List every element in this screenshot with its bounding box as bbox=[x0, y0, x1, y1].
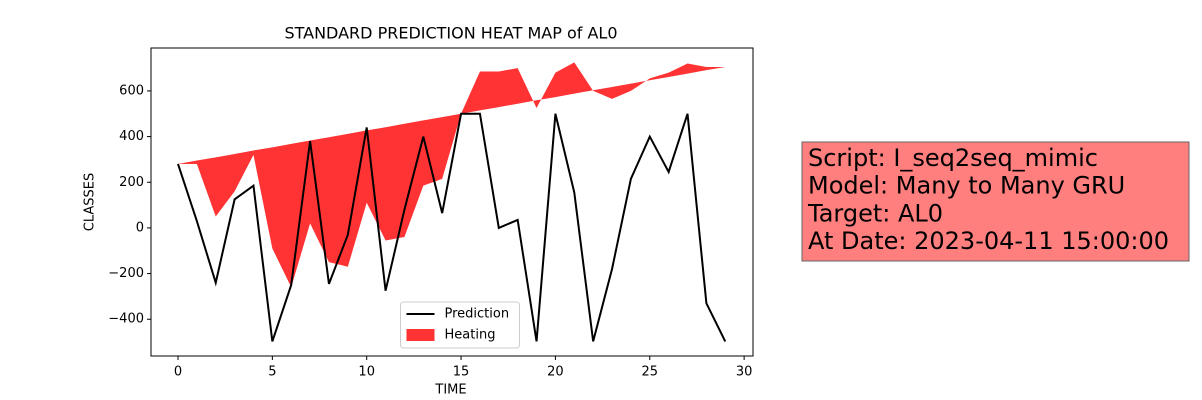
y-tick-label: −400 bbox=[108, 312, 144, 327]
y-tick-label: 200 bbox=[119, 175, 144, 190]
y-axis-label: CLASSES bbox=[83, 173, 98, 231]
heating-area bbox=[177, 62, 726, 288]
prediction-line bbox=[177, 112, 727, 342]
y-tick-label: 0 bbox=[136, 220, 144, 235]
x-tick-label: 30 bbox=[736, 365, 753, 380]
annotation-text: Script: I_seq2seq_mimic bbox=[808, 144, 1098, 172]
y-tick-label: −200 bbox=[108, 266, 144, 281]
plot-frame bbox=[150, 47, 754, 357]
annotation-text: Target: AL0 bbox=[807, 199, 943, 227]
annotation-box bbox=[801, 141, 1190, 262]
x-axis-label: TIME bbox=[434, 383, 466, 398]
annotation-text: At Date: 2023-04-11 15:00:00 bbox=[808, 227, 1169, 255]
legend-swatch bbox=[406, 329, 435, 341]
x-tick-label: 5 bbox=[268, 365, 276, 380]
x-tick-label: 15 bbox=[453, 365, 470, 380]
x-tick-label: 10 bbox=[358, 365, 375, 380]
y-tick-label: 400 bbox=[119, 129, 144, 144]
x-tick-label: 25 bbox=[641, 365, 658, 380]
legend-label: Heating bbox=[445, 328, 496, 343]
legend-label: Prediction bbox=[445, 307, 510, 322]
x-tick-label: 20 bbox=[547, 365, 564, 380]
x-tick-label: 0 bbox=[174, 365, 182, 380]
y-tick-label: 600 bbox=[119, 83, 144, 98]
chart-title: STANDARD PREDICTION HEAT MAP of AL0 bbox=[284, 24, 617, 43]
annotation-text: Model: Many to Many GRU bbox=[808, 172, 1125, 200]
